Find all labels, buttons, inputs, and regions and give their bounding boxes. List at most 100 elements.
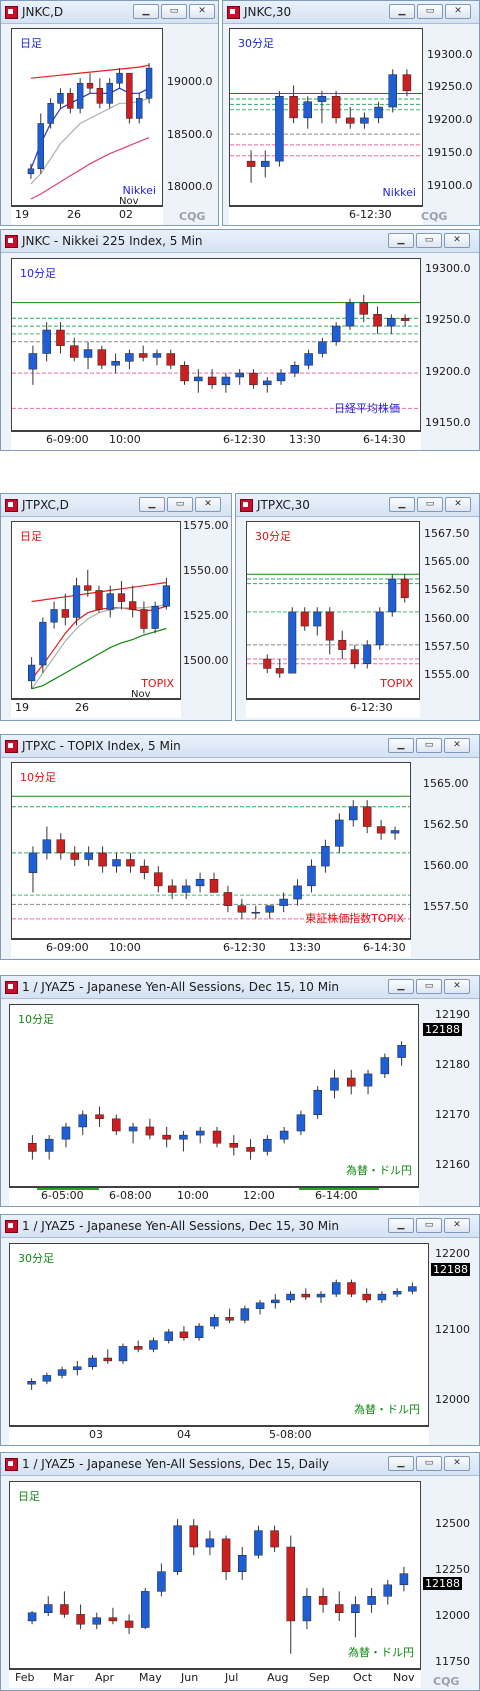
- maximize-button[interactable]: ▭: [161, 4, 187, 19]
- window-titlebar[interactable]: JTPXC,D ▁ ▭ ✕: [1, 494, 231, 517]
- chart-plot-area[interactable]: 日足 TOPIX: [11, 521, 181, 699]
- price-chart-svg: [27, 1279, 417, 1390]
- x-axis: 6-05:00 6-08:00 10:00 12:00 6-14:00: [9, 1187, 419, 1206]
- chart-window-jnkc-30min[interactable]: JNKC,30 ▁ ▭ ✕ 30分足 Nikkei 19300.0 19250.…: [222, 0, 480, 226]
- timeframe-label: 日足: [20, 530, 42, 543]
- candle-body: [293, 885, 302, 900]
- candle-body: [138, 353, 148, 358]
- instrument-label: 為替・ドル円: [348, 1646, 414, 1659]
- close-button[interactable]: ✕: [195, 497, 221, 512]
- chart-window-topix-5min[interactable]: JTPXC - TOPIX Index, 5 Min ▁ ▭ ✕ 10分足 東証…: [0, 734, 480, 960]
- candle-body: [205, 1538, 215, 1548]
- x-tick-label: Apr: [95, 1671, 115, 1684]
- x-tick-label: Jul: [225, 1671, 239, 1684]
- minimize-button[interactable]: ▁: [389, 497, 415, 512]
- maximize-button[interactable]: ▭: [167, 497, 193, 512]
- candle-body: [390, 830, 400, 834]
- maximize-button[interactable]: ▭: [416, 738, 442, 753]
- window-titlebar[interactable]: 1 / JYAZ5 - Japanese Yen-All Sessions, D…: [1, 976, 479, 999]
- minimize-button[interactable]: ▁: [388, 738, 414, 753]
- maximize-button[interactable]: ▭: [416, 233, 442, 248]
- x-tick-label: 6-09:00: [46, 433, 89, 446]
- window-title: 1 / JYAZ5 - Japanese Yen-All Sessions, D…: [22, 980, 340, 994]
- y-axis: 19000.0 18500.0 18000.0: [163, 28, 219, 206]
- chart-window-yen-daily[interactable]: 1 / JYAZ5 - Japanese Yen-All Sessions, D…: [0, 1452, 480, 1691]
- candle-body: [210, 1317, 219, 1327]
- candle-body: [92, 1617, 101, 1625]
- minimize-button[interactable]: ▁: [389, 4, 415, 19]
- minimize-button[interactable]: ▁: [388, 233, 414, 248]
- chart-plot-area[interactable]: 30分足 Nikkei: [229, 28, 423, 206]
- maximize-button[interactable]: ▭: [416, 1218, 442, 1233]
- candle-body: [96, 87, 104, 104]
- y-tick-label: 1565.00: [424, 555, 470, 568]
- y-tick-label: 12200: [435, 1247, 470, 1260]
- candle-body: [117, 593, 126, 602]
- x-axis: 03 04 5-08:00: [9, 1426, 429, 1445]
- close-button[interactable]: ✕: [444, 1456, 470, 1471]
- chart-plot-area[interactable]: 10分足 為替・ドル円: [9, 1004, 419, 1187]
- minimize-button[interactable]: ▁: [133, 4, 159, 19]
- chart-window-nikkei-5min[interactable]: JNKC - Nikkei 225 Index, 5 Min ▁ ▭ ✕ 10分…: [0, 229, 480, 451]
- window-titlebar[interactable]: JNKC,D ▁ ▭ ✕: [1, 1, 218, 24]
- candle-body: [78, 1114, 87, 1128]
- window-titlebar[interactable]: JNKC - Nikkei 225 Index, 5 Min ▁ ▭ ✕: [1, 230, 479, 253]
- x-tick-label: 6-14:00: [315, 1189, 358, 1202]
- chart-plot-area[interactable]: 10分足 東証株価指数TOPIX: [11, 762, 411, 939]
- candle-body: [42, 329, 51, 354]
- close-button[interactable]: ✕: [444, 979, 470, 994]
- window-title: JTPXC - TOPIX Index, 5 Min: [22, 739, 181, 753]
- window-titlebar[interactable]: 1 / JYAZ5 - Japanese Yen-All Sessions, D…: [1, 1215, 479, 1238]
- maximize-button[interactable]: ▭: [417, 497, 443, 512]
- minimize-button[interactable]: ▁: [388, 1456, 414, 1471]
- window-titlebar[interactable]: JTPXC,30 ▁ ▭ ✕: [236, 494, 479, 517]
- candle-body: [290, 365, 300, 374]
- chart-window-jnkc-daily[interactable]: JNKC,D ▁ ▭ ✕ 日足 Nikkei 19000.0 18500.0 1…: [0, 0, 219, 226]
- candle-body: [279, 1130, 289, 1140]
- candle-body: [275, 668, 284, 674]
- minimize-button[interactable]: ▁: [388, 979, 414, 994]
- chart-window-topix-30min[interactable]: JTPXC,30 ▁ ▭ ✕ 30分足 TOPIX 1567.50 1565.0…: [235, 493, 480, 721]
- chart-plot-area[interactable]: 10分足 日経平均株価: [11, 258, 421, 431]
- maximize-button[interactable]: ▭: [416, 1456, 442, 1471]
- candle-body: [225, 1317, 234, 1321]
- y-axis: 19300.0 19250.0 19200.0 19150.0: [421, 258, 479, 431]
- candle-body: [263, 1138, 272, 1152]
- chart-plot-area[interactable]: 30分足 TOPIX: [246, 521, 420, 699]
- candle-body: [179, 1331, 189, 1338]
- close-button[interactable]: ✕: [444, 1218, 470, 1233]
- candle-body: [126, 859, 135, 867]
- chart-plot-area[interactable]: 日足 為替・ドル円: [9, 1481, 421, 1669]
- minimize-button[interactable]: ▁: [388, 1218, 414, 1233]
- close-button[interactable]: ✕: [445, 497, 471, 512]
- candle-body: [347, 1282, 356, 1295]
- y-tick-label: 1555.00: [424, 668, 470, 681]
- candle-body: [56, 839, 66, 854]
- x-tick-label: 26: [67, 208, 81, 221]
- maximize-button[interactable]: ▭: [416, 979, 442, 994]
- y-tick-label: 1565.00: [423, 777, 469, 790]
- chart-window-topix-daily[interactable]: JTPXC,D ▁ ▭ ✕ 日足 TOPIX 1575.00 1550.00 1…: [0, 493, 232, 721]
- chart-plot-area[interactable]: 30分足 為替・ドル円: [9, 1243, 429, 1426]
- chart-window-yen-30min[interactable]: 1 / JYAZ5 - Japanese Yen-All Sessions, D…: [0, 1214, 480, 1446]
- y-tick-label: 19000.0: [167, 75, 213, 88]
- close-button[interactable]: ✕: [444, 233, 470, 248]
- last-price-marker: 12188: [423, 1023, 462, 1036]
- window-titlebar[interactable]: JTPXC - TOPIX Index, 5 Min ▁ ▭ ✕: [1, 735, 479, 758]
- candle-body: [106, 593, 114, 610]
- timeframe-label: 日足: [20, 37, 42, 50]
- maximize-button[interactable]: ▭: [417, 4, 443, 19]
- chart-plot-area[interactable]: 日足 Nikkei: [11, 28, 163, 206]
- window-titlebar[interactable]: JNKC,30 ▁ ▭ ✕: [223, 1, 479, 24]
- close-button[interactable]: ✕: [444, 738, 470, 753]
- close-button[interactable]: ✕: [189, 4, 215, 19]
- cqg-logo: CQG: [433, 1675, 460, 1688]
- candle-body: [164, 1331, 173, 1341]
- close-button[interactable]: ✕: [445, 4, 471, 19]
- chart-window-yen-10min[interactable]: 1 / JYAZ5 - Japanese Yen-All Sessions, D…: [0, 975, 480, 1207]
- minimize-button[interactable]: ▁: [139, 497, 165, 512]
- candle-body: [86, 82, 94, 89]
- x-tick-label: 13:30: [289, 941, 321, 954]
- candle-body: [60, 1604, 69, 1615]
- window-titlebar[interactable]: 1 / JYAZ5 - Japanese Yen-All Sessions, D…: [1, 1453, 479, 1476]
